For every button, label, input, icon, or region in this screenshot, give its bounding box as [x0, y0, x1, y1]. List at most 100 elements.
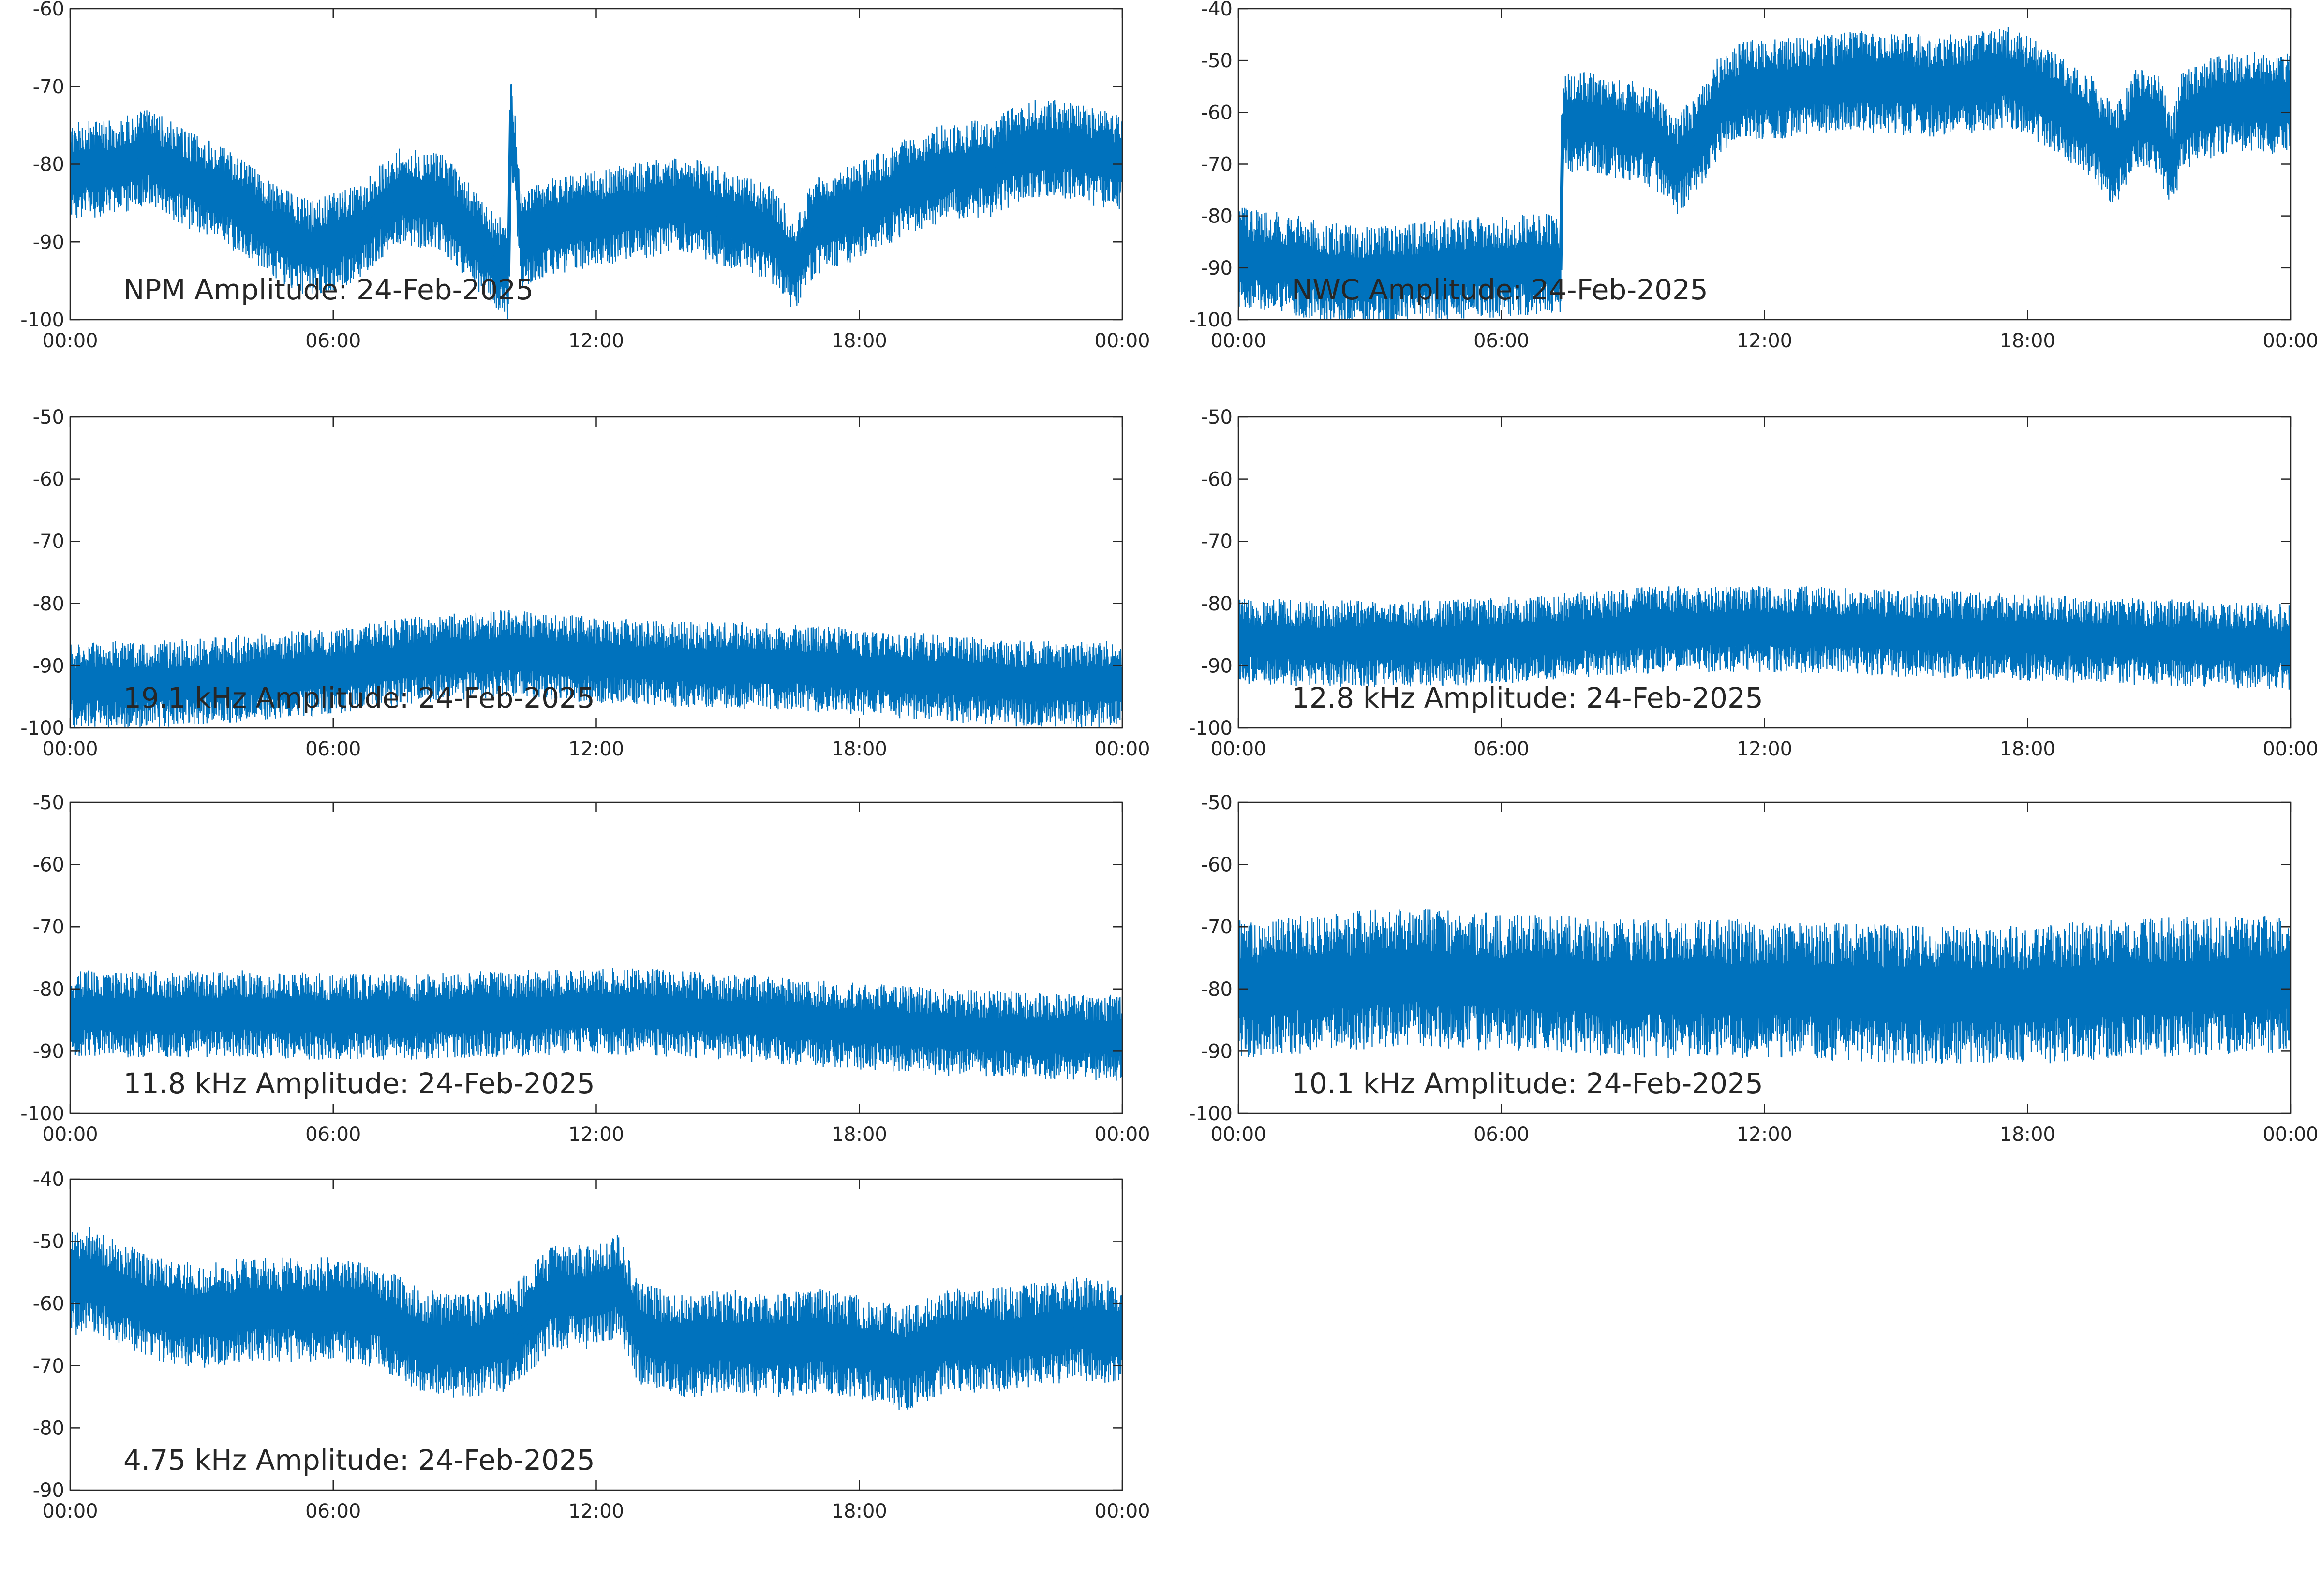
x-tick-label: 06:00 [1474, 1123, 1529, 1146]
y-tick-label: -50 [33, 406, 64, 429]
series-line [70, 1277, 1122, 1361]
y-tick-label: -60 [1201, 102, 1233, 124]
x-tick-label: 00:00 [1210, 330, 1266, 352]
x-tick-label: 00:00 [1210, 738, 1266, 760]
x-tick-label: 18:00 [832, 1123, 887, 1146]
y-tick-label: -80 [33, 978, 64, 1001]
x-tick-label: 12:00 [568, 1123, 624, 1146]
series-noise-band [70, 1227, 1122, 1410]
subplot-5: 00:00 06:00 12:00 18:00 00:00 -50 -60 -70 -80 -90… [20, 792, 1150, 1146]
subplot-grid: 00:00 06:00 12:00 18:00 00:00 -60 -70 -80 -90 -10… [20, 0, 2318, 1522]
x-tick-label: 12:00 [1737, 738, 1792, 760]
y-tick-label: -40 [33, 1168, 64, 1191]
y-tick-label: -100 [20, 309, 64, 331]
subplot-4: 00:00 06:00 12:00 18:00 00:00 -50 -60 -70 -80 -90… [1189, 406, 2318, 760]
x-tick-label: 00:00 [1210, 1123, 1266, 1146]
x-tick-label: 06:00 [305, 738, 361, 760]
x-tick-label: 18:00 [2000, 330, 2055, 352]
panel-title: 11.8 kHz Amplitude: 24-Feb-2025 [123, 1067, 595, 1100]
x-tick-label: 00:00 [2262, 330, 2318, 352]
y-tick-label: -100 [20, 1103, 64, 1125]
subplot-6: 00:00 06:00 12:00 18:00 00:00 -50 -60 -70 -80 -90… [1189, 792, 2318, 1146]
y-tick-label: -70 [1201, 916, 1233, 938]
y-tick-label: -70 [33, 76, 64, 98]
y-tick-label: -60 [1201, 854, 1233, 876]
x-tick-label: 12:00 [568, 1500, 624, 1522]
y-tick-label: -50 [1201, 406, 1233, 429]
series-noise-band [1238, 909, 2291, 1064]
y-tick-label: -100 [1189, 1103, 1233, 1125]
x-tick-label: 18:00 [2000, 1123, 2055, 1146]
x-tick-label: 06:00 [305, 330, 361, 352]
y-tick-label: -50 [33, 792, 64, 814]
y-tick-label: -90 [1201, 1040, 1233, 1063]
y-tick-label: -50 [33, 1231, 64, 1253]
x-tick-label: 12:00 [568, 738, 624, 760]
x-tick-label: 12:00 [1737, 1123, 1792, 1146]
y-tick-label: -40 [1201, 0, 1233, 20]
panel-title: NPM Amplitude: 24-Feb-2025 [123, 273, 534, 306]
y-tick-label: -60 [33, 469, 64, 491]
series-line [1238, 975, 2291, 997]
y-tick-label: -70 [33, 531, 64, 553]
x-tick-label: 12:00 [568, 330, 624, 352]
panel-title: 4.75 kHz Amplitude: 24-Feb-2025 [123, 1444, 595, 1477]
x-tick-label: 00:00 [2262, 738, 2318, 760]
x-tick-label: 00:00 [1094, 330, 1150, 352]
x-tick-label: 00:00 [42, 1123, 98, 1146]
x-tick-label: 12:00 [1737, 330, 1792, 352]
panel-title: NWC Amplitude: 24-Feb-2025 [1292, 273, 1708, 306]
y-tick-label: -90 [33, 1040, 64, 1063]
x-tick-label: 06:00 [305, 1123, 361, 1146]
x-tick-label: 06:00 [1474, 738, 1529, 760]
y-tick-label: -70 [33, 1355, 64, 1377]
y-tick-label: -90 [1201, 257, 1233, 280]
y-tick-label: -100 [20, 717, 64, 739]
series-noise-band [1238, 586, 2291, 690]
y-tick-label: -80 [33, 154, 64, 176]
y-tick-label: -80 [33, 1417, 64, 1439]
y-tick-label: -100 [1189, 717, 1233, 739]
series-noise-band [1238, 27, 2291, 320]
series-line [1238, 626, 2291, 649]
subplot-2: 00:00 06:00 12:00 18:00 00:00 -40 -50 -60 -70 -80… [1189, 0, 2318, 352]
panel-title: 12.8 kHz Amplitude: 24-Feb-2025 [1292, 681, 1763, 714]
x-tick-label: 00:00 [42, 330, 98, 352]
x-tick-label: 00:00 [42, 1500, 98, 1522]
y-tick-label: -60 [33, 854, 64, 876]
series-noise-band [70, 610, 1122, 728]
y-tick-label: -90 [1201, 655, 1233, 677]
subplot-7: 00:00 06:00 12:00 18:00 00:00 -40 -50 -60 -70 -80… [33, 1168, 1150, 1522]
x-tick-label: 18:00 [832, 1500, 887, 1522]
y-tick-label: -80 [1201, 593, 1233, 615]
panel-title: 19.1 kHz Amplitude: 24-Feb-2025 [123, 681, 595, 714]
x-tick-label: 00:00 [1094, 1500, 1150, 1522]
x-tick-label: 18:00 [2000, 738, 2055, 760]
x-tick-label: 18:00 [832, 738, 887, 760]
subplot-1: 00:00 06:00 12:00 18:00 00:00 -60 -70 -80 -90 -10… [20, 0, 1150, 352]
y-tick-label: -90 [33, 231, 64, 253]
x-tick-label: 00:00 [1094, 1123, 1150, 1146]
y-tick-label: -50 [1201, 50, 1233, 72]
y-tick-label: -60 [1201, 469, 1233, 491]
panel-title: 10.1 kHz Amplitude: 24-Feb-2025 [1292, 1067, 1763, 1100]
x-tick-label: 18:00 [832, 330, 887, 352]
y-tick-label: -100 [1189, 309, 1233, 331]
x-tick-label: 06:00 [1474, 330, 1529, 352]
y-tick-label: -80 [33, 593, 64, 615]
y-tick-label: -80 [1201, 206, 1233, 228]
y-tick-label: -50 [1201, 792, 1233, 814]
x-tick-label: 00:00 [2262, 1123, 2318, 1146]
series-line [70, 651, 1122, 686]
y-tick-label: -60 [33, 0, 64, 20]
series-line [1238, 74, 2291, 280]
y-tick-label: -70 [1201, 531, 1233, 553]
y-tick-label: -80 [1201, 978, 1233, 1001]
y-tick-label: -70 [1201, 154, 1233, 176]
y-tick-label: -70 [33, 916, 64, 938]
x-tick-label: 00:00 [42, 738, 98, 760]
subplot-3: 00:00 06:00 12:00 18:00 00:00 -50 -60 -70 -80 -90… [20, 406, 1150, 760]
series-line [70, 109, 1122, 277]
series-line [70, 1009, 1122, 1041]
